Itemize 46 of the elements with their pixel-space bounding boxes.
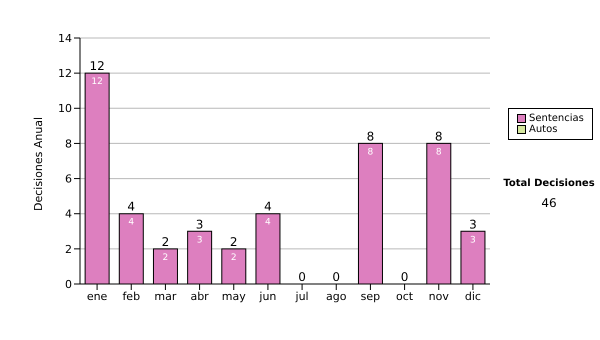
total-label: 0: [298, 270, 306, 284]
x-tick-label: feb: [122, 290, 140, 303]
total-label: 3: [469, 217, 477, 232]
data-label: 3: [196, 235, 202, 246]
total-label: 2: [230, 234, 238, 249]
y-tick-label: 12: [58, 67, 72, 80]
data-label: 8: [368, 147, 374, 158]
total-label: 8: [434, 129, 443, 144]
y-tick-label: 14: [58, 32, 72, 45]
y-tick-label: 4: [65, 208, 72, 221]
x-tick-label: oct: [396, 290, 414, 303]
x-tick-label: ene: [86, 290, 108, 303]
data-label: 4: [128, 218, 134, 228]
total-label: 3: [196, 217, 204, 232]
y-axis-title: Decisiones Anual: [32, 116, 45, 211]
x-tick-label: may: [222, 290, 246, 303]
total-label: 4: [264, 200, 272, 214]
total-label: 12: [89, 59, 105, 74]
legend-label: Sentencias: [529, 113, 584, 124]
total-label: 0: [332, 270, 340, 284]
total-label: 8: [366, 129, 374, 144]
x-tick-label: dic: [464, 290, 481, 303]
x-tick-label: jun: [258, 290, 276, 303]
total-label: 4: [127, 200, 136, 214]
data-label: 12: [91, 77, 103, 88]
total-label: 0: [400, 270, 408, 284]
data-label: 4: [265, 218, 272, 228]
x-tick-label: abr: [190, 290, 210, 303]
total-label: 2: [162, 234, 170, 249]
y-tick-label: 0: [65, 278, 72, 291]
x-tick-label: mar: [154, 290, 177, 303]
data-label: 2: [162, 252, 168, 263]
x-tick-label: jul: [294, 290, 309, 303]
y-tick-label: 10: [58, 102, 72, 116]
y-tick-label: 6: [65, 172, 72, 186]
x-tick-label: sep: [360, 290, 380, 303]
data-label: 2: [230, 252, 237, 263]
x-tick-label: ago: [326, 290, 347, 303]
text: Total Decisiones: [502, 178, 596, 189]
y-tick-label: 8: [65, 137, 72, 150]
x-tick-label: nov: [428, 290, 450, 303]
text: 46: [540, 196, 558, 210]
data-label: 8: [436, 147, 442, 158]
legend-label: Autos: [529, 124, 558, 135]
y-tick-label: 2: [65, 242, 72, 256]
data-label: 3: [470, 235, 476, 246]
